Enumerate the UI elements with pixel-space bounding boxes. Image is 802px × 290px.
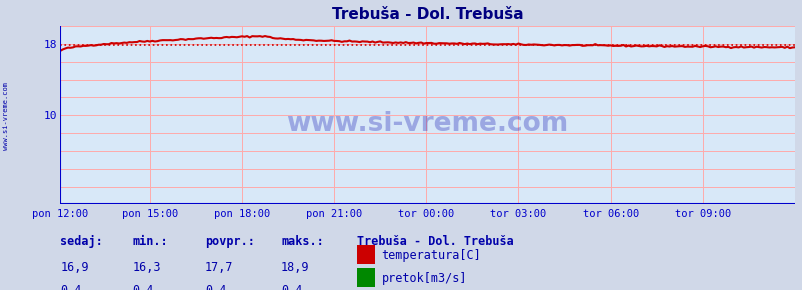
- Text: 16,3: 16,3: [132, 261, 160, 274]
- Text: 0,4: 0,4: [281, 284, 302, 290]
- Text: 18,9: 18,9: [281, 261, 309, 274]
- Text: pretok[m3/s]: pretok[m3/s]: [381, 272, 466, 285]
- Text: Trebuša - Dol. Trebuša: Trebuša - Dol. Trebuša: [357, 235, 513, 248]
- Text: 0,4: 0,4: [205, 284, 226, 290]
- Text: min.:: min.:: [132, 235, 168, 248]
- Text: maks.:: maks.:: [281, 235, 323, 248]
- Text: 17,7: 17,7: [205, 261, 233, 274]
- Text: povpr.:: povpr.:: [205, 235, 254, 248]
- Text: www.si-vreme.com: www.si-vreme.com: [3, 82, 10, 150]
- Text: 0,4: 0,4: [132, 284, 154, 290]
- Text: temperatura[C]: temperatura[C]: [381, 249, 480, 262]
- Text: sedaj:: sedaj:: [60, 235, 103, 248]
- Text: 16,9: 16,9: [60, 261, 88, 274]
- Title: Trebuša - Dol. Trebuša: Trebuša - Dol. Trebuša: [331, 7, 523, 22]
- Text: 0,4: 0,4: [60, 284, 82, 290]
- Text: www.si-vreme.com: www.si-vreme.com: [286, 111, 568, 137]
